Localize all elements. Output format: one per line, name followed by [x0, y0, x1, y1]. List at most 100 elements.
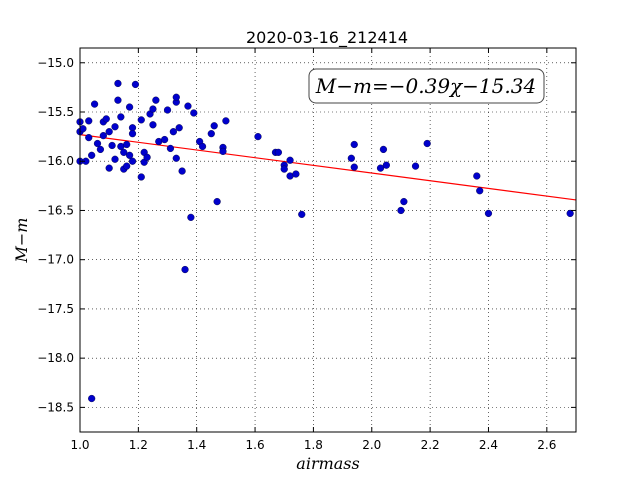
data-point [411, 162, 420, 170]
data-point [105, 128, 113, 136]
y-tick-label: −15.0 [37, 56, 74, 70]
x-tick-label: 1.6 [246, 438, 265, 452]
data-point [99, 132, 107, 140]
x-tick-label: 2.6 [537, 438, 556, 452]
data-point [376, 164, 385, 172]
data-point [350, 163, 358, 171]
data-points [76, 79, 574, 403]
data-point [128, 130, 137, 138]
grid-lines [79, 48, 576, 432]
data-point [210, 122, 218, 130]
data-point [347, 154, 355, 162]
data-point [172, 93, 180, 101]
data-point [123, 140, 131, 149]
data-point [172, 154, 180, 162]
y-tick-label: −16.0 [37, 154, 74, 168]
data-point [175, 124, 183, 132]
x-tick-label: 2.4 [479, 438, 498, 452]
data-point [166, 144, 175, 153]
y-tick-label: −18.5 [37, 400, 74, 414]
fit-annotation: M−m=−0.39χ−15.34 [308, 68, 545, 104]
data-point [120, 148, 128, 156]
data-point [90, 100, 99, 108]
x-axis-label: airmass [296, 454, 359, 473]
data-point [190, 109, 198, 117]
data-point [476, 187, 484, 195]
data-point [123, 162, 131, 170]
data-point [85, 134, 93, 142]
data-point [111, 123, 119, 131]
x-tick-label: 2.0 [362, 438, 381, 452]
data-point [111, 155, 119, 163]
data-point [88, 151, 96, 159]
data-point [169, 128, 177, 136]
data-point [423, 139, 431, 148]
annotation-box [308, 68, 545, 104]
data-point [397, 206, 405, 215]
data-point [298, 210, 306, 219]
data-point [198, 142, 207, 151]
data-point [286, 156, 294, 164]
data-point [280, 165, 288, 173]
data-point [108, 141, 116, 150]
data-point [350, 140, 358, 149]
y-axis-label: M−m [12, 218, 31, 264]
y-tick-label: −17.0 [37, 253, 74, 267]
data-point [400, 198, 408, 206]
data-point [382, 161, 390, 169]
data-point [137, 116, 145, 124]
data-point [219, 147, 227, 155]
x-tick-label: 2.2 [421, 438, 440, 452]
fit-line-layer [79, 134, 577, 201]
data-point [137, 173, 145, 181]
x-tick-label: 1.4 [187, 438, 206, 452]
y-tick-label: −18.0 [37, 351, 74, 365]
data-point [254, 133, 262, 141]
x-tick-label: 1.8 [304, 438, 323, 452]
data-point [126, 151, 134, 159]
data-point [222, 117, 230, 125]
data-point [93, 139, 102, 148]
data-point [114, 79, 122, 88]
data-point [117, 113, 125, 121]
data-point [566, 209, 574, 218]
data-point [207, 130, 215, 138]
data-point [126, 103, 134, 111]
data-point [484, 209, 493, 218]
data-point [152, 96, 160, 104]
y-tick-label: −17.5 [37, 302, 74, 316]
data-point [149, 121, 157, 129]
data-point [88, 394, 96, 403]
data-point [105, 164, 113, 172]
data-point [379, 145, 388, 154]
x-tick-label: 1.2 [129, 438, 148, 452]
y-tick-label: −16.5 [37, 203, 74, 217]
data-point [161, 135, 169, 144]
data-point [143, 153, 151, 161]
chart-title: 2020-03-16_212414 [246, 28, 408, 48]
data-point [114, 96, 122, 104]
data-point [79, 125, 87, 133]
data-point [213, 198, 221, 206]
plot-frame [79, 47, 577, 433]
data-point [274, 148, 283, 156]
fit-line [79, 134, 577, 201]
data-point [85, 117, 93, 125]
data-point [184, 102, 192, 110]
data-point [163, 106, 172, 114]
data-point [178, 167, 186, 175]
data-point [102, 115, 110, 123]
data-point [149, 105, 157, 113]
data-point [96, 145, 105, 154]
data-point [131, 80, 140, 89]
data-point [292, 170, 300, 178]
data-point [473, 172, 481, 180]
annotation-text: M−m=−0.39χ−15.34 [315, 74, 536, 98]
data-point [181, 265, 189, 274]
data-point [187, 213, 195, 221]
axis-ticks: 1.0 1.2 1.4 1.6 1.8 2.0 2.2 2.4 2.6 −15.0 −15.5 −16… [37, 48, 576, 452]
x-tick-label: 1.0 [70, 438, 89, 452]
data-point [128, 157, 137, 165]
y-tick-label: −15.5 [37, 105, 74, 119]
